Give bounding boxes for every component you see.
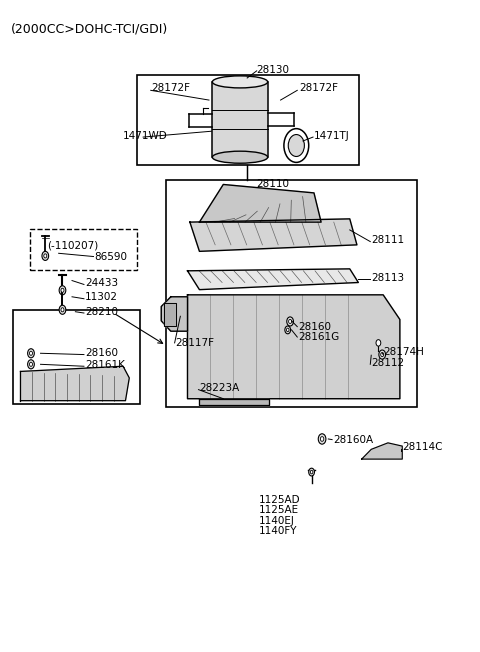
Circle shape bbox=[379, 350, 385, 359]
Circle shape bbox=[318, 434, 326, 444]
Circle shape bbox=[29, 351, 33, 355]
Text: 1471WD: 1471WD bbox=[123, 131, 168, 141]
Text: 28223A: 28223A bbox=[199, 383, 240, 393]
Bar bbox=[212, 82, 268, 157]
FancyBboxPatch shape bbox=[166, 180, 417, 407]
Text: 11302: 11302 bbox=[85, 293, 118, 303]
Circle shape bbox=[59, 286, 66, 295]
Circle shape bbox=[287, 317, 293, 326]
Polygon shape bbox=[188, 295, 400, 399]
Circle shape bbox=[284, 128, 309, 162]
Text: 1140EJ: 1140EJ bbox=[259, 516, 295, 526]
Circle shape bbox=[28, 349, 34, 358]
Ellipse shape bbox=[212, 76, 268, 88]
Text: (2000CC>DOHC-TCI/GDI): (2000CC>DOHC-TCI/GDI) bbox=[11, 22, 168, 35]
Polygon shape bbox=[199, 185, 321, 222]
Polygon shape bbox=[190, 219, 357, 251]
Polygon shape bbox=[362, 443, 402, 459]
Circle shape bbox=[288, 319, 292, 323]
Circle shape bbox=[288, 134, 304, 156]
Text: 28172F: 28172F bbox=[300, 83, 339, 93]
Circle shape bbox=[28, 360, 34, 369]
Text: 1125AE: 1125AE bbox=[259, 505, 299, 515]
Text: 28110: 28110 bbox=[257, 179, 290, 190]
Text: 28174H: 28174H bbox=[383, 347, 424, 357]
Text: 86590: 86590 bbox=[95, 252, 128, 261]
Polygon shape bbox=[161, 297, 188, 331]
Polygon shape bbox=[199, 399, 269, 405]
Circle shape bbox=[309, 468, 314, 476]
FancyBboxPatch shape bbox=[30, 229, 137, 270]
Polygon shape bbox=[188, 269, 359, 289]
Text: 28161K: 28161K bbox=[85, 360, 125, 370]
Circle shape bbox=[59, 305, 66, 314]
Text: 28117F: 28117F bbox=[176, 338, 215, 348]
Polygon shape bbox=[21, 366, 129, 401]
Circle shape bbox=[381, 353, 384, 357]
Polygon shape bbox=[164, 303, 176, 326]
Circle shape bbox=[376, 340, 381, 346]
Circle shape bbox=[61, 308, 64, 312]
Text: 28113: 28113 bbox=[371, 273, 404, 283]
Text: 1140FY: 1140FY bbox=[259, 526, 298, 536]
Circle shape bbox=[61, 288, 64, 292]
Text: (-110207): (-110207) bbox=[47, 241, 98, 250]
Text: 28160: 28160 bbox=[298, 321, 331, 332]
Circle shape bbox=[29, 363, 33, 366]
Text: 28172F: 28172F bbox=[152, 83, 191, 93]
Text: 28130: 28130 bbox=[257, 65, 290, 74]
Text: 28112: 28112 bbox=[371, 358, 404, 368]
Text: 28160A: 28160A bbox=[333, 435, 373, 445]
Text: 1471TJ: 1471TJ bbox=[314, 131, 350, 141]
Text: 28114C: 28114C bbox=[402, 443, 443, 452]
FancyBboxPatch shape bbox=[13, 310, 140, 404]
Text: 24433: 24433 bbox=[85, 278, 118, 288]
Circle shape bbox=[287, 328, 289, 332]
Circle shape bbox=[310, 470, 313, 474]
Circle shape bbox=[320, 437, 324, 441]
Circle shape bbox=[44, 254, 47, 258]
Text: 28160: 28160 bbox=[85, 348, 118, 358]
Ellipse shape bbox=[212, 151, 268, 163]
Text: 28210: 28210 bbox=[85, 306, 118, 317]
Text: 1125AD: 1125AD bbox=[259, 495, 300, 505]
Text: 28111: 28111 bbox=[371, 235, 404, 245]
FancyBboxPatch shape bbox=[137, 76, 360, 165]
Circle shape bbox=[42, 251, 48, 260]
Circle shape bbox=[285, 326, 290, 334]
Text: 28161G: 28161G bbox=[298, 332, 339, 342]
